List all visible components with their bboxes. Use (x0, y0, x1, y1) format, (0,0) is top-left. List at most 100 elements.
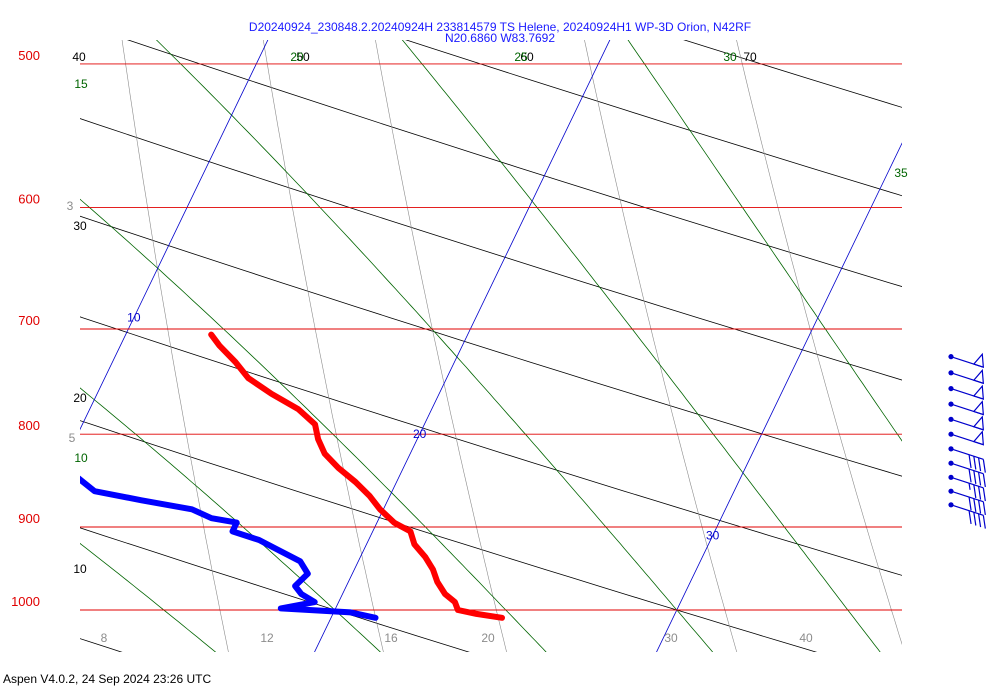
moist-adiabat-line (401, 40, 881, 652)
dry-adiabat-line (882, 15, 1000, 656)
wind-barbs (948, 352, 986, 529)
wind-barb (948, 368, 985, 385)
pressure-label: 900 (18, 511, 40, 526)
footer-version-timestamp: Aspen V4.0.2, 24 Sep 2024 23:26 UTC (3, 672, 212, 686)
wind-barb-flag (973, 512, 977, 526)
isotherm-label: 20 (413, 427, 427, 441)
dewpoint-trace (80, 475, 379, 621)
wind-barb-flag (977, 472, 982, 486)
mixing-ratio-label: 16 (384, 631, 398, 645)
wind-barb-pennant (972, 415, 985, 431)
dry-adiabat-line (405, 40, 902, 197)
wind-barb-staff (950, 448, 984, 460)
mixing-ratio-line (736, 40, 902, 646)
mixing-ratio-line (375, 40, 507, 652)
mixing-ratio-line (948, 15, 1000, 656)
mixing-ratio-line (121, 40, 229, 652)
wind-barb-flag (977, 513, 982, 528)
wind-barb (948, 460, 986, 488)
mixing-ratio-label: 12 (260, 631, 274, 645)
wind-barb-flag (968, 468, 972, 483)
axis-labels: 5006007008009001000-10010203040506070302… (11, 48, 908, 645)
wind-barb-half-flag (968, 483, 971, 490)
isotherm-line (314, 40, 611, 652)
dry-adiabat-label: 70 (743, 50, 757, 64)
pressure-label: 600 (18, 192, 40, 207)
wind-barb-flag (982, 473, 986, 488)
moist-adiabat-line (80, 387, 381, 652)
dry-adiabat-label: 30 (73, 219, 87, 233)
pressure-label: 500 (18, 48, 40, 63)
moist-adiabat-label: 20 (290, 50, 304, 64)
dry-adiabat-label: 20 (73, 391, 87, 405)
moist-adiabat-line (0, 15, 57, 656)
moist-adiabat-line (80, 542, 217, 652)
wind-barb-flag (973, 498, 977, 512)
wind-barb-flag (977, 500, 982, 514)
mixing-ratio-line (263, 40, 384, 652)
isotherm-line (80, 40, 269, 431)
mixing-ratio-label: 8 (101, 631, 108, 645)
wind-barb (948, 502, 986, 529)
dry-adiabat-line (80, 118, 902, 381)
wind-barb-flag (977, 457, 982, 472)
moist-adiabat-label: 30 (723, 50, 737, 64)
moist-adiabat-line (80, 198, 547, 652)
isotherm-label: 30 (706, 529, 720, 543)
isobars (80, 63, 902, 611)
dry-adiabat-line (80, 316, 902, 576)
moist-adiabat-label: 15 (74, 77, 88, 91)
pressure-label: 1000 (11, 594, 40, 609)
mixing-ratio-label: 40 (799, 631, 813, 645)
dry-adiabat-line (80, 420, 818, 652)
wind-barb-pennant (972, 400, 985, 416)
wind-barb-flag (968, 510, 972, 525)
wind-barb-flag (968, 496, 972, 511)
dry-adiabat-line (80, 638, 123, 652)
moist-adiabat-line (627, 40, 902, 442)
wind-barb-flag (982, 459, 986, 473)
chart-title-line-2: N20.6860 W83.7692 (444, 31, 556, 45)
dry-adiabat-label: 60 (520, 50, 534, 64)
moist-adiabat-line (155, 40, 714, 652)
mixing-ratio-label: 20 (481, 631, 495, 645)
wind-barb (948, 446, 986, 473)
wind-barb-staff (950, 504, 984, 516)
wind-barb (948, 352, 985, 369)
moist-adiabat-label: 10 (74, 451, 88, 465)
wind-barb (948, 430, 985, 446)
sounding-traces (80, 331, 505, 621)
wind-barb-pennant (972, 384, 985, 400)
dry-adiabat-label: 40 (72, 50, 86, 64)
dry-adiabat-line (126, 40, 902, 288)
dry-adiabat-label: 10 (73, 562, 87, 576)
isotherm-line (997, 15, 1000, 656)
wind-barb (948, 400, 985, 416)
wind-barb-flag (982, 487, 986, 502)
dry-adiabat-line (80, 527, 470, 652)
wind-barb-pennant (972, 368, 985, 385)
pressure-label: 700 (18, 313, 40, 328)
mixing-ratio-line (584, 40, 738, 652)
moist-adiabat-label: 35 (894, 166, 908, 180)
pressure-label: 800 (18, 418, 40, 433)
moist-adiabat-label: 25 (514, 50, 528, 64)
wind-barb-flag (982, 501, 986, 516)
mixing-ratio-label: 30 (664, 631, 678, 645)
wind-barb-flag (973, 470, 977, 484)
wind-barb (948, 474, 986, 502)
background-grid (0, 15, 1000, 656)
wind-barb-staff (950, 490, 984, 503)
wind-barb (948, 384, 985, 400)
wind-barb-flag (973, 484, 977, 499)
wind-barb-flag (982, 515, 986, 529)
wind-barb (948, 488, 986, 516)
isotherm-line (656, 142, 902, 652)
wind-barb-flag (968, 454, 972, 469)
wind-barb (948, 415, 985, 431)
dry-adiabat-label: 50 (296, 50, 310, 64)
dry-adiabat-line (80, 215, 902, 477)
wind-barb-flag (977, 486, 982, 500)
dry-adiabat-line (683, 40, 902, 108)
